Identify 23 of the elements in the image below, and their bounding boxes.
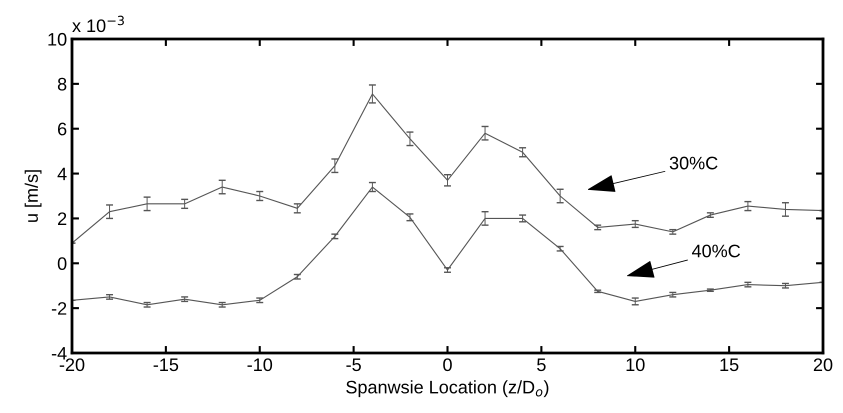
text: x 10$^{−3}$ [72, 16, 124, 32]
y-tick-label: -4 [52, 347, 67, 360]
y-tick-label: 0 [58, 257, 66, 270]
line-series [72, 186, 823, 306]
y-tick-label: -2 [52, 302, 66, 315]
x-tick-label: -10 [248, 358, 272, 372]
y-axis-title: u [m/s] [24, 170, 42, 222]
annotation: 40%C [692, 244, 740, 258]
x-tick-label: -15 [154, 358, 178, 372]
y-tick-label: 2 [58, 212, 66, 225]
x-tick-label: -5 [346, 358, 361, 372]
x-tick-label: -20 [60, 358, 84, 372]
x-tick-label: 15 [720, 358, 738, 372]
y-tick-label: 4 [58, 168, 67, 180]
y-tick-label: 8 [58, 78, 66, 91]
x-tick-label: 0 [443, 358, 452, 372]
x-tick-label: 5 [537, 358, 546, 372]
x-tick-label: 10 [626, 358, 645, 372]
y-tick-label: 10 [48, 32, 66, 46]
annotation: 30%C [670, 156, 718, 170]
y-tick-label: 6 [58, 122, 66, 136]
x-tick-label: 20 [814, 358, 832, 372]
x-axis-title: Spanwsie Location (z/D$_{o}$) [346, 380, 548, 398]
